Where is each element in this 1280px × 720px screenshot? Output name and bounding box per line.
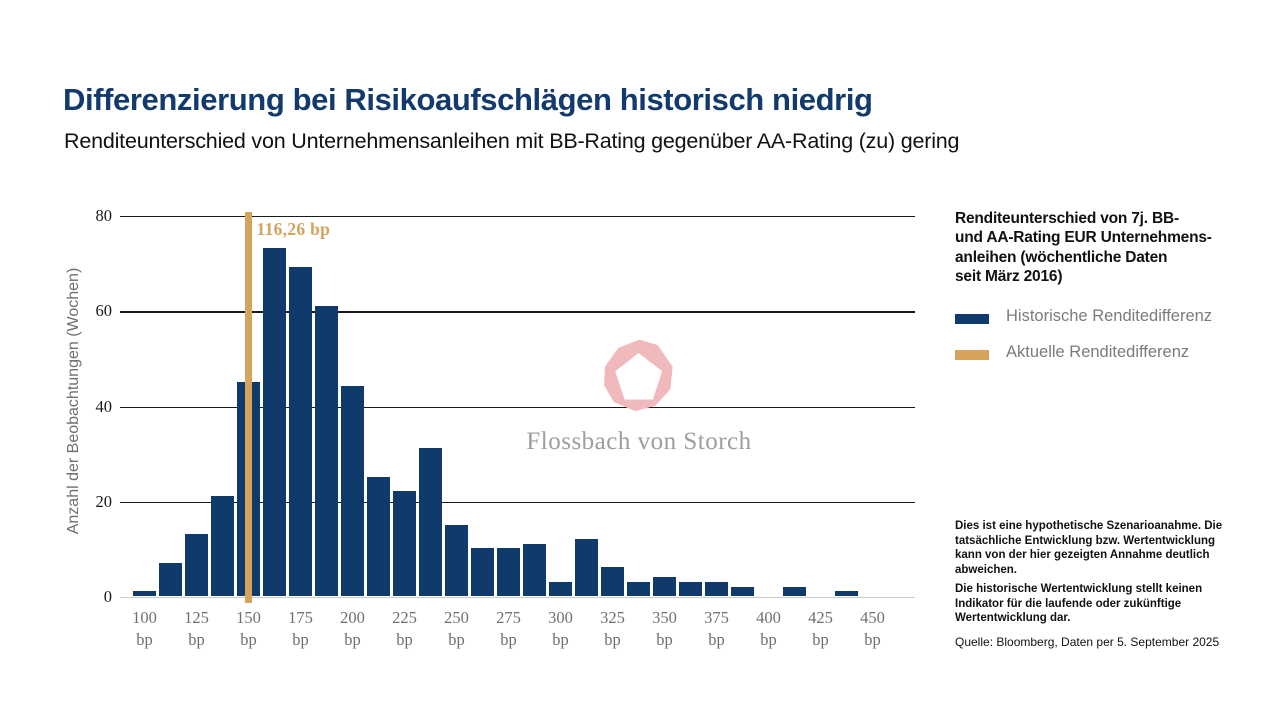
- x-tick-label: 425 bp: [808, 608, 833, 649]
- x-tick-label: 225 bp: [392, 608, 417, 649]
- x-tick-label: 200 bp: [340, 608, 365, 649]
- x-tick-label: 150 bp: [236, 608, 261, 649]
- histogram-bar: [522, 543, 547, 596]
- gridline: [120, 406, 915, 408]
- disclaimer-performance: Die historische Wertentwicklung stellt k…: [955, 583, 1203, 625]
- histogram-bar: [834, 591, 859, 596]
- legend-label-historische-renditedifferenz: Historische Renditedifferenz: [1006, 307, 1213, 325]
- histogram-bar: [444, 524, 469, 596]
- y-tick-label: 80: [95, 206, 113, 225]
- y-tick-label: 0: [103, 587, 112, 606]
- x-tick-label: 175 bp: [288, 608, 313, 649]
- histogram-bar: [210, 496, 235, 596]
- histogram-bar: [392, 491, 417, 596]
- gridline: [120, 311, 915, 313]
- x-tick-label: 450 bp: [860, 608, 885, 649]
- page-title: Differenzierung bei Risikoaufschlägen hi…: [63, 82, 873, 117]
- current-value-marker-label: 116,26 bp: [256, 219, 331, 239]
- page-subtitle: Renditeunterschied von Unternehmensanlei…: [64, 129, 960, 153]
- histogram-bar: [652, 576, 677, 596]
- legend-swatch-aktuelle-renditedifferenz: [955, 350, 989, 360]
- histogram-bar: [782, 586, 807, 596]
- histogram-bar: [262, 248, 287, 596]
- histogram-bar: [600, 567, 625, 596]
- y-tick-label: 40: [95, 396, 113, 416]
- gridline: [120, 501, 915, 504]
- histogram-bar: [548, 581, 573, 596]
- histogram-bar: [730, 586, 755, 596]
- legend-label-aktuelle-renditedifferenz: Aktuelle Renditedifferenz: [1006, 343, 1190, 361]
- source-line: Quelle: Bloomberg, Daten per 5. Septembe…: [955, 635, 1220, 649]
- legend-swatch-historische-renditedifferenz: [955, 314, 989, 324]
- gridline: [120, 216, 915, 218]
- histogram-bar: [184, 534, 209, 596]
- current-value-marker-line: [245, 212, 252, 603]
- x-tick-label: 100 bp: [132, 608, 157, 649]
- x-tick-label: 400 bp: [756, 608, 781, 649]
- histogram-bar: [470, 548, 495, 596]
- x-tick-label: 375 bp: [704, 608, 729, 649]
- histogram-bar: [626, 581, 651, 596]
- histogram-bar: [704, 581, 729, 596]
- histogram-bar: [314, 305, 339, 596]
- x-tick-label: 125 bp: [184, 608, 209, 649]
- x-tick-label: 350 bp: [652, 608, 677, 649]
- y-tick-label: 60: [95, 301, 113, 321]
- disclaimer-scenario: Dies ist eine hypothetische Szenarioanah…: [955, 520, 1223, 576]
- histogram-bar: [132, 591, 157, 596]
- legend-description: Renditeunterschied von 7j. BB- und AA-Ra…: [955, 210, 1212, 285]
- x-tick-label: 300 bp: [548, 608, 573, 649]
- x-axis: 100 bp 125 bp 150 bp 175 bp 200 bp 225 bp 250 …: [120, 595, 915, 655]
- histogram-bar: [678, 581, 703, 596]
- histogram-bar: [288, 267, 313, 596]
- x-tick-label: 250 bp: [444, 608, 469, 649]
- histogram-bar: [574, 538, 599, 596]
- histogram-bar: [340, 386, 365, 596]
- histogram-plot-area: 0 20 40 60 80 116,26 bp: [96, 206, 915, 606]
- x-tick-label: 275 bp: [496, 608, 521, 649]
- flossbach-pentagon-logo-icon: [604, 339, 673, 411]
- x-axis-baseline: [120, 597, 915, 598]
- histogram-bar: [496, 548, 521, 596]
- x-tick-label: 325 bp: [600, 608, 625, 649]
- histogram-bar: [418, 448, 443, 596]
- watermark-brand-text: Flossbach von Storch: [526, 428, 752, 455]
- histogram-bar: [158, 562, 183, 596]
- histogram-bar: [366, 476, 391, 596]
- y-tick-label: 20: [95, 491, 113, 511]
